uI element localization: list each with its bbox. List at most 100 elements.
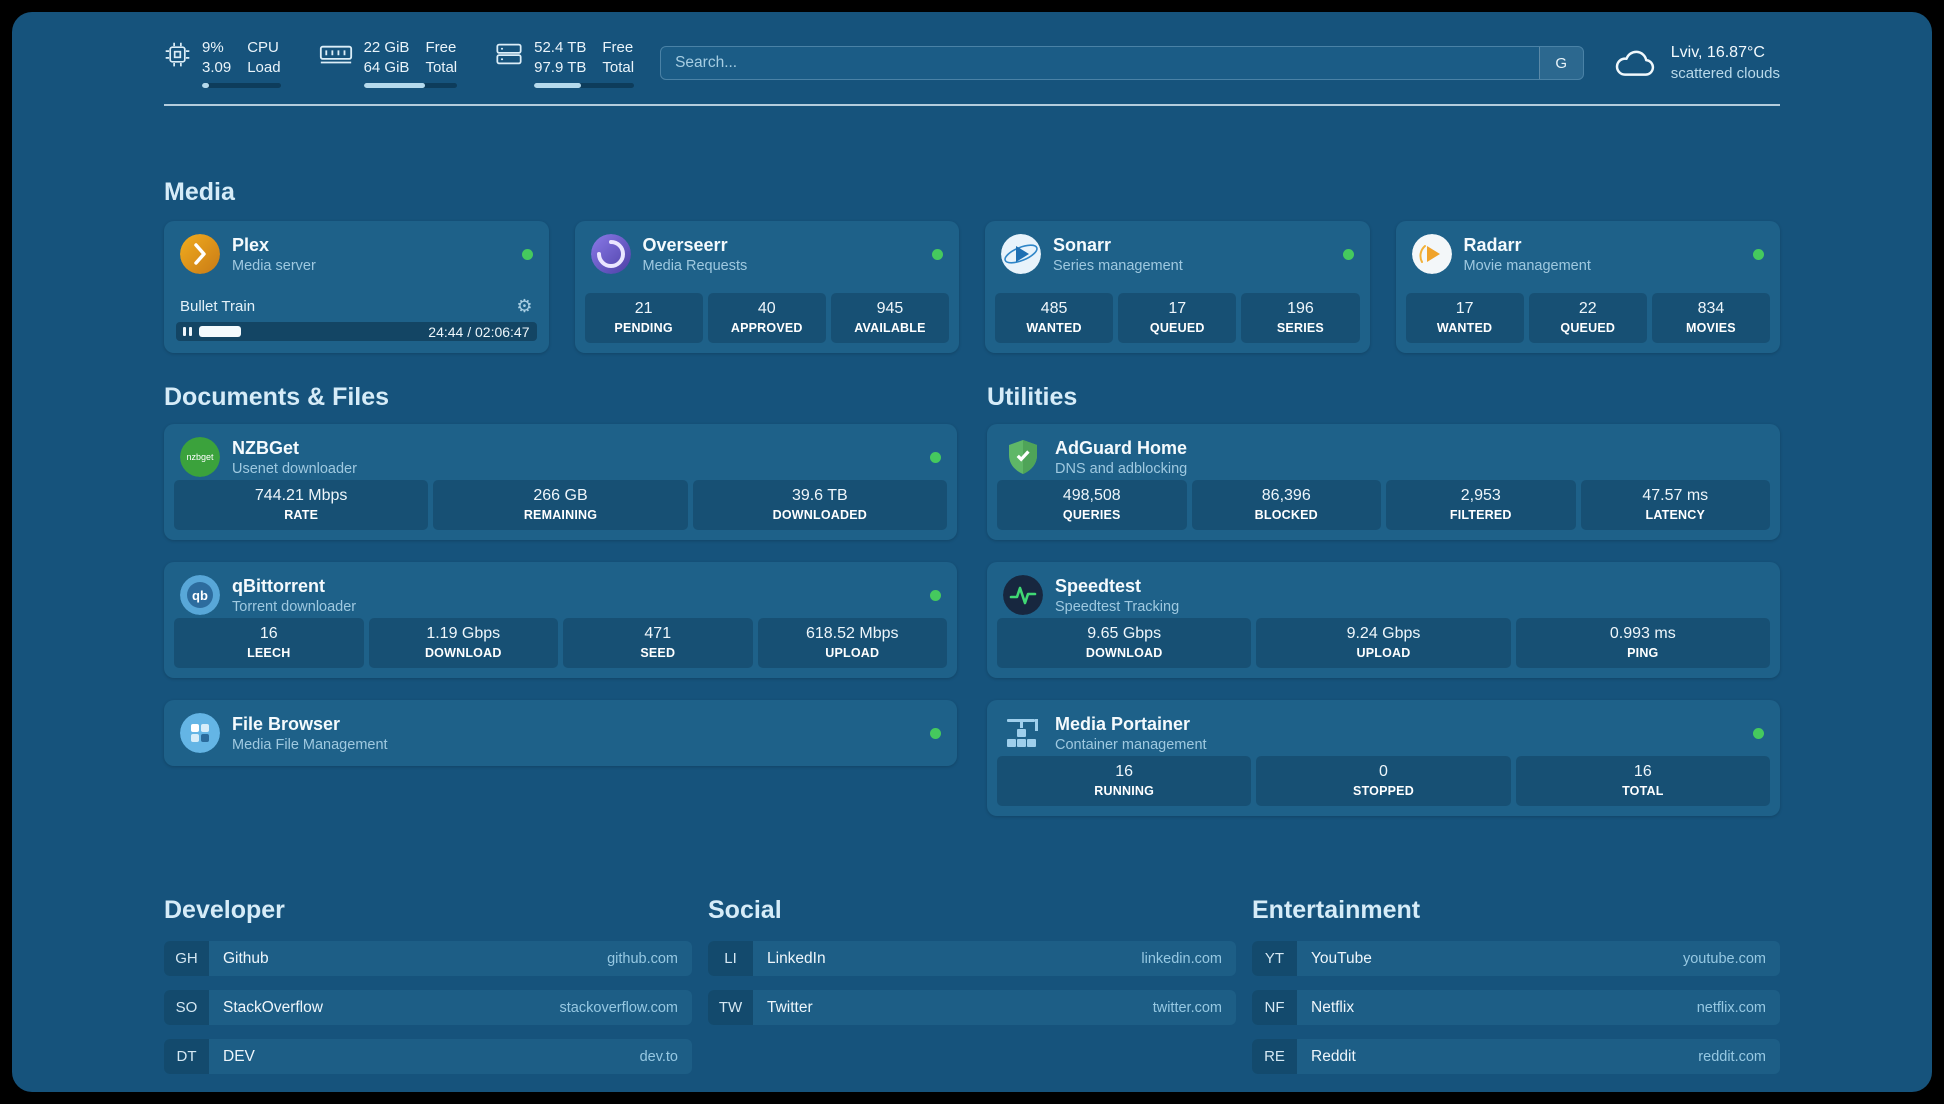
stat-tile: 834 MOVIES [1651,293,1771,343]
stat-tile: 9.65 Gbps DOWNLOAD [997,618,1252,668]
search-input[interactable] [661,47,1539,79]
stat-tile: 16 RUNNING [997,756,1252,806]
bookmark-name: Twitter [767,998,813,1016]
stat-tile: 21 PENDING [584,293,703,343]
status-dot [930,727,941,739]
bookmark-youtube[interactable]: YT YouTube youtube.com [1252,941,1780,976]
app-card-speedtest[interactable]: Speedtest Speedtest Tracking 9.65 Gbps D… [987,562,1780,678]
app-card-nzbget[interactable]: nzbget NZBGet Usenet downloader 744.21 M… [164,424,957,540]
status-dot [1753,727,1764,739]
bookmark-linkedin[interactable]: LI LinkedIn linkedin.com [708,941,1236,976]
app-title: Overseerr [642,234,728,255]
header-divider [164,104,1780,106]
media-time: 24:44 / 02:06:47 [428,323,530,340]
status-dot [930,589,941,601]
status-dot [932,248,943,260]
stat-tile: 22 QUEUED [1528,293,1647,343]
app-title: qBittorrent [232,575,325,596]
app-card-overseerr[interactable]: Overseerr Media Requests 21 PENDING 40 A… [574,221,959,353]
section-title-social: Social [708,896,782,924]
stat-tile: 0.993 ms PING [1515,618,1770,668]
bookmark-abbr: LI [708,941,753,976]
app-title: NZBGet [232,437,299,458]
stat-tile: 2,953 FILTERED [1386,480,1576,530]
column-documents: Documents & Files nzbget NZBGet Usenet d [164,383,957,838]
weather-location: Lviv, 16.87°C [1670,43,1765,61]
app-title: File Browser [232,713,341,734]
bookmark-group-entertainment: Entertainment YT YouTube youtube.com NF … [1252,896,1780,1088]
app-subtitle: Media server [232,257,316,274]
status-dot [930,451,941,463]
speedtest-icon [1003,575,1043,615]
cpu-labels: CPU Load [247,39,281,76]
memory-values: 22 GiB 64 GiB [363,39,410,76]
stat-tile: 9.24 Gbps UPLOAD [1256,618,1511,668]
app-title: Radarr [1463,234,1522,255]
gear-icon[interactable]: ⚙ [516,296,533,316]
bookmark-abbr: DT [164,1039,209,1074]
bookmark-name: StackOverflow [223,998,323,1016]
media-progress-track [198,322,422,341]
bookmark-url: stackoverflow.com [559,999,678,1016]
memory-widget: 22 GiB 64 GiB Free Total [319,38,458,88]
cloud-icon [1615,50,1654,76]
bookmark-netflix[interactable]: NF Netflix netflix.com [1252,990,1780,1025]
app-subtitle: Torrent downloader [232,598,357,615]
system-stats: 9% 3.09 CPU Load [164,38,635,88]
svg-text:nzbget: nzbget [186,452,214,462]
bookmark-name: LinkedIn [767,949,826,967]
disk-icon [496,43,522,65]
app-card-filebrowser[interactable]: File Browser Media File Management [164,700,957,766]
bookmark-dev[interactable]: DT DEV dev.to [164,1039,692,1074]
app-subtitle: Speedtest Tracking [1055,598,1180,615]
pause-icon[interactable] [183,327,192,336]
bookmark-reddit[interactable]: RE Reddit reddit.com [1252,1039,1780,1074]
bookmark-stackoverflow[interactable]: SO StackOverflow stackoverflow.com [164,990,692,1025]
memory-progress-fill [363,83,426,88]
bookmark-github[interactable]: GH Github github.com [164,941,692,976]
app-card-adguard[interactable]: AdGuard Home DNS and adblocking 498,508 … [987,424,1780,540]
adguard-icon [1003,437,1043,477]
bookmark-abbr: YT [1252,941,1297,976]
app-subtitle: Media File Management [232,736,388,753]
stat-tile: 86,396 BLOCKED [1191,480,1381,530]
app-title: Plex [232,234,270,255]
bookmark-abbr: GH [164,941,209,976]
bookmark-twitter[interactable]: TW Twitter twitter.com [708,990,1236,1025]
weather-widget: Lviv, 16.87°C scattered clouds [1614,43,1780,83]
bookmark-url: youtube.com [1682,950,1766,967]
app-subtitle: Movie management [1463,257,1591,274]
header: 9% 3.09 CPU Load [164,38,1780,88]
column-utilities: Utilities AdGuard Home [987,383,1780,838]
media-progress-bar[interactable]: 24:44 / 02:06:47 [176,322,537,341]
stat-tile: 196 SERIES [1241,293,1360,343]
bookmark-abbr: TW [708,990,753,1025]
app-card-plex[interactable]: Plex Media server Bullet Train ⚙ 24:44 /… [164,221,549,353]
app-card-sonarr[interactable]: Sonarr Series management 485 WANTED 17 Q… [985,221,1370,353]
stat-tile: 17 WANTED [1405,293,1524,343]
app-card-qbittorrent[interactable]: qb qBittorrent Torrent downloader 16 LEE… [164,562,957,678]
app-card-radarr[interactable]: Radarr Movie management 17 WANTED 22 QUE… [1395,221,1780,353]
status-dot [1753,248,1764,260]
plex-icon [180,234,220,274]
media-section: Plex Media server Bullet Train ⚙ 24:44 /… [164,221,1780,353]
bookmark-name: Netflix [1311,998,1355,1016]
bookmark-group-social: Social LI LinkedIn linkedin.com TW Twitt… [708,896,1236,1088]
svg-text:qb: qb [192,588,208,603]
radarr-icon [1411,234,1452,274]
app-subtitle: Series management [1053,257,1183,274]
cpu-progress-bar [202,83,281,88]
bookmark-name: DEV [223,1047,255,1065]
app-card-portainer[interactable]: Media Portainer Container management 16 … [987,700,1780,816]
app-title: Speedtest [1055,575,1142,596]
qbittorrent-icon: qb [180,575,220,615]
cpu-percent: 9% [202,39,224,56]
disk-widget: 52.4 TB 97.9 TB Free Total [495,38,635,88]
search-engine-button[interactable]: G [1538,47,1583,79]
memory-progress-bar [363,83,458,88]
section-title-entertainment: Entertainment [1252,896,1421,924]
nzbget-icon: nzbget [180,437,220,477]
now-playing-title: Bullet Train [180,297,256,315]
app-title: Media Portainer [1055,713,1191,734]
stat-tile: 618.52 Mbps UPLOAD [757,618,947,668]
